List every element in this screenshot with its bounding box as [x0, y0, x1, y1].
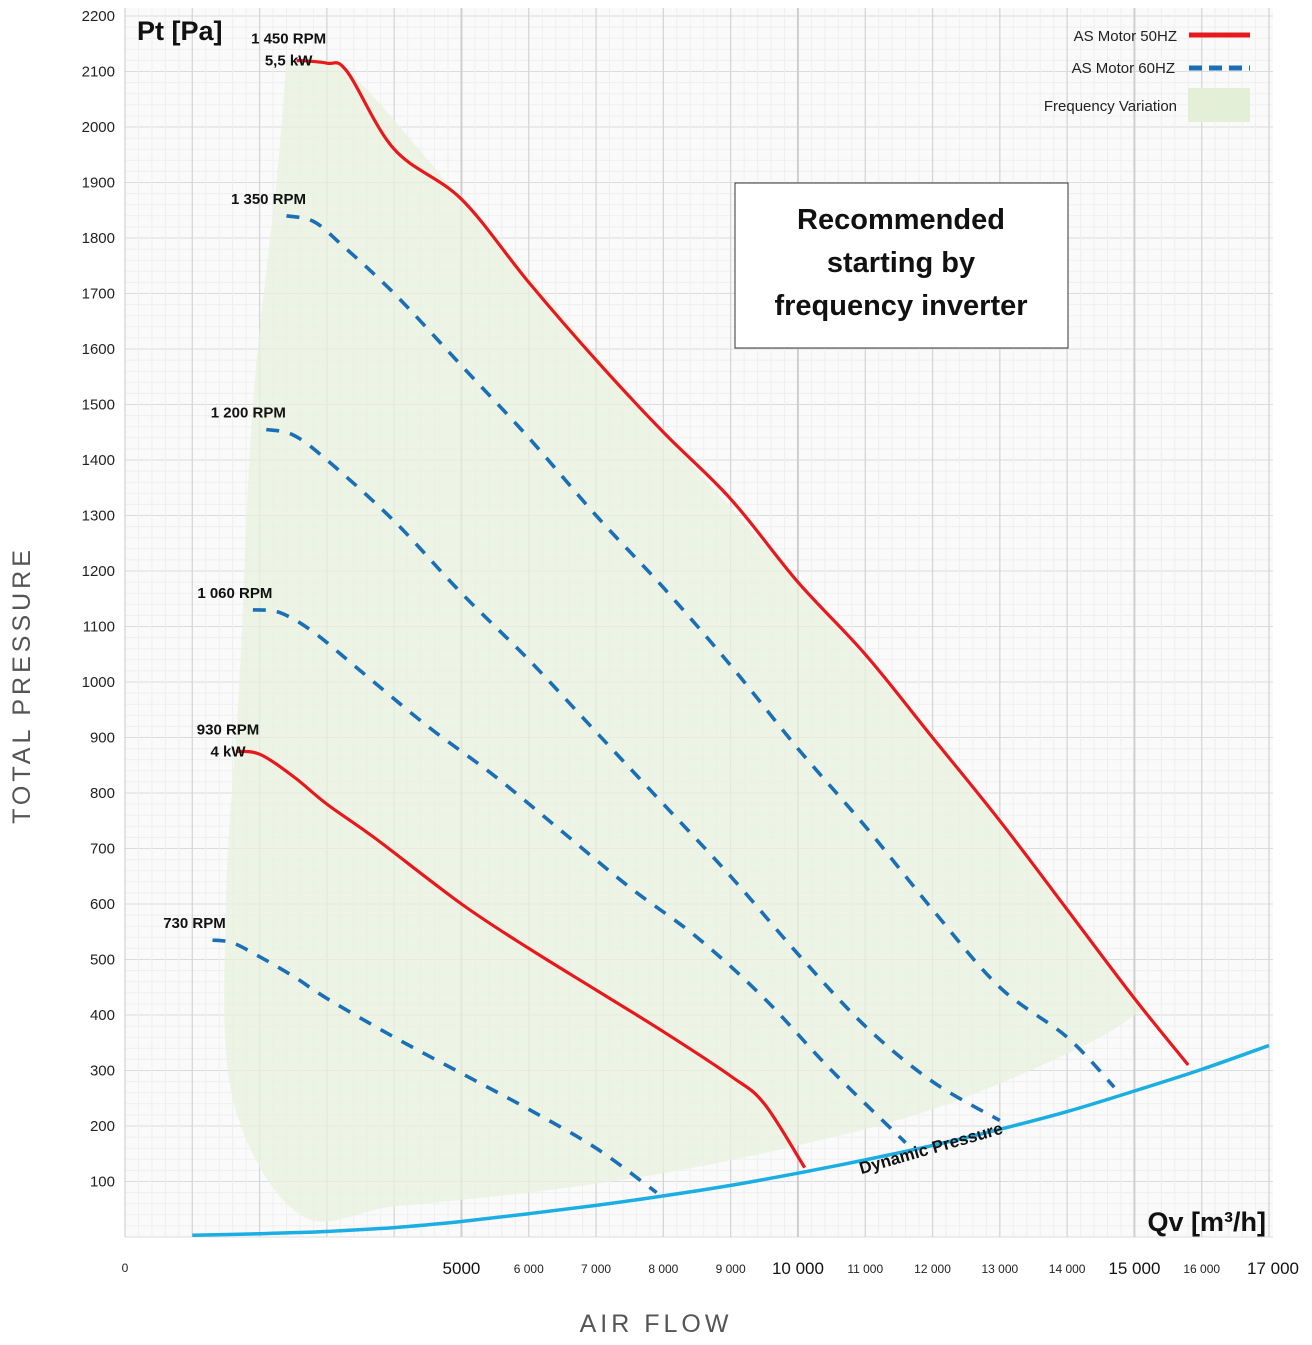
curve-930rpm: [235, 749, 807, 1169]
y-tick-label: 2000: [82, 119, 115, 136]
curve-label: 4 kW: [211, 743, 247, 760]
x-tick-label: 10 000: [772, 1259, 824, 1278]
x-tick-label: 6 000: [514, 1262, 544, 1276]
legend-swatch-frequency-variation: [1188, 88, 1250, 122]
y-tick-label: 700: [90, 841, 115, 858]
curve-1350rpm: [286, 214, 1116, 1089]
y-tick-label: 1100: [83, 619, 115, 636]
curve-label: 1 060 RPM: [197, 585, 272, 602]
y-tick-label: 100: [90, 1174, 115, 1191]
y-tick-label: 800: [90, 785, 115, 802]
y-tick-label: 1400: [82, 452, 115, 469]
y-tick-label: 400: [90, 1007, 115, 1024]
y-tick-label: 1200: [82, 563, 115, 580]
y-tick-label: 500: [90, 952, 115, 969]
y-tick-label: 1500: [82, 397, 115, 414]
y-tick-label: 600: [90, 896, 115, 913]
x-tick-label: 12 000: [914, 1262, 951, 1276]
y-tick-label: 1300: [82, 508, 115, 525]
y-tick-label: 2100: [82, 64, 115, 81]
curve-1200rpm: [265, 427, 1001, 1123]
x-tick-label: 17 000: [1247, 1259, 1299, 1278]
y-tick-label: 1700: [82, 286, 115, 303]
curve-label: 1 450 RPM: [251, 30, 326, 47]
x-tick-label: 15 000: [1108, 1259, 1160, 1278]
x-tick-label: 7 000: [581, 1262, 611, 1276]
frequency-variation-area: [224, 57, 1143, 1222]
curve-label: 930 RPM: [197, 721, 260, 738]
legend-label: Frequency Variation: [1044, 98, 1177, 115]
x-tick-label: 5000: [443, 1259, 481, 1278]
x-tick-label: 11 000: [847, 1262, 883, 1276]
curve-label: 730 RPM: [163, 915, 226, 932]
annotation-line: Recommended: [797, 204, 1005, 236]
dynamic-pressure-curve: [192, 1043, 1270, 1238]
x-tick-label: 13 000: [981, 1262, 1018, 1276]
y-tick-label: 1600: [82, 341, 115, 358]
y-tick-label: 2200: [82, 8, 115, 25]
y-tick-label: 1900: [82, 175, 115, 192]
legend-label: AS Motor 50HZ: [1074, 28, 1177, 45]
curve-label: 5,5 kW: [265, 52, 313, 69]
curve-label: 1 350 RPM: [231, 191, 306, 208]
annotation-line: frequency inverter: [774, 290, 1027, 322]
curve-1060rpm: [252, 608, 907, 1144]
y-tick-label: 300: [90, 1063, 115, 1080]
curve-label: 1 200 RPM: [211, 404, 286, 421]
annotation-line: starting by: [827, 247, 975, 279]
y-axis-title: TOTAL PRESSURE: [8, 546, 36, 824]
y-unit-label: Pt [Pa]: [137, 16, 223, 46]
legend-label: AS Motor 60HZ: [1072, 60, 1175, 77]
x-tick-label: 9 000: [716, 1262, 746, 1276]
x-tick-label: 16 000: [1183, 1262, 1220, 1276]
x-tick-label-origin: 0: [122, 1261, 129, 1275]
x-tick-label: 14 000: [1049, 1262, 1086, 1276]
y-tick-label: 900: [90, 730, 115, 747]
x-tick-label: 8 000: [648, 1262, 678, 1276]
curve-1450rpm: [296, 58, 1190, 1067]
y-tick-label: 1800: [82, 230, 115, 247]
annotation-box: [734, 182, 1069, 349]
x-axis-title: AIR FLOW: [580, 1310, 733, 1338]
y-tick-label: 200: [90, 1118, 115, 1135]
y-tick-label: 1000: [82, 674, 115, 691]
x-unit-label: Qv [m³/h]: [1148, 1207, 1267, 1237]
